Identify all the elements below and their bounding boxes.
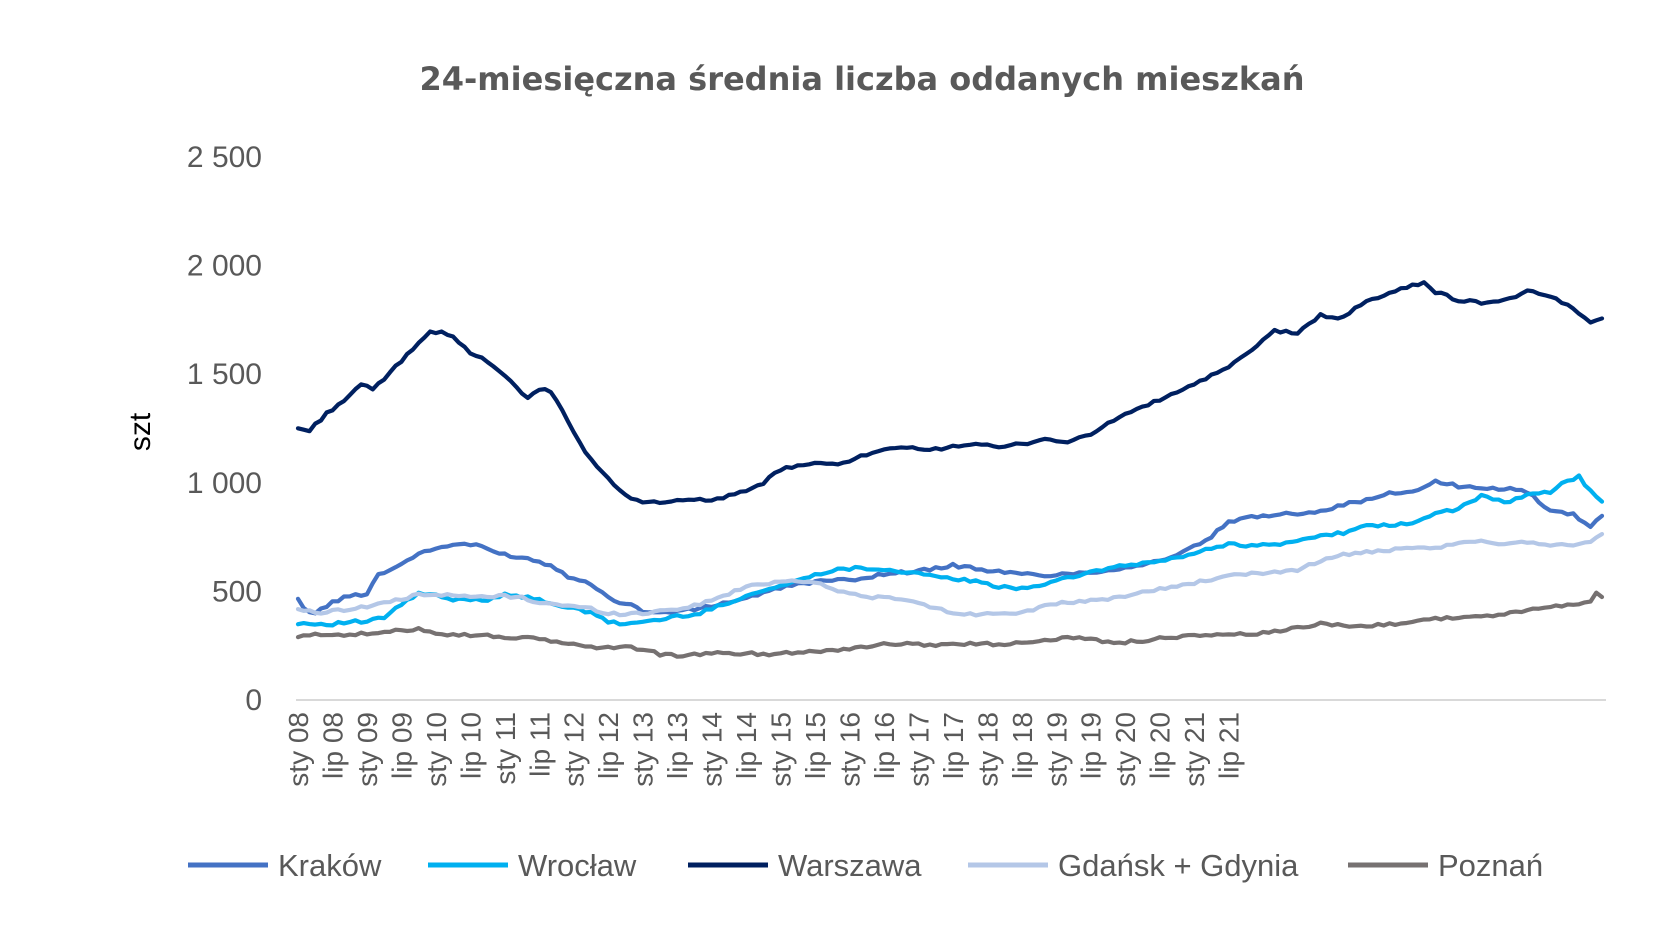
x-tick-label: lip 21 <box>1214 712 1245 779</box>
y-tick-label: 500 <box>212 575 262 608</box>
legend-label: Kraków <box>278 848 382 883</box>
x-tick-label: lip 11 <box>524 712 555 777</box>
x-tick-label: sty 20 <box>1110 712 1141 787</box>
y-axis-label: szt <box>124 412 157 451</box>
x-tick-label: sty 11 <box>490 712 521 785</box>
legend-label: Wrocław <box>518 848 637 883</box>
x-tick-label: sty 21 <box>1179 712 1210 787</box>
y-tick-label: 1 500 <box>187 358 262 391</box>
x-tick-label: sty 16 <box>835 712 866 787</box>
x-tick-label: lip 09 <box>386 712 417 779</box>
y-tick-label: 1 000 <box>187 467 262 500</box>
series-layer <box>295 280 1605 659</box>
x-tick-label: sty 10 <box>421 712 452 787</box>
x-tick-label: lip 13 <box>662 712 693 779</box>
x-tick-label: sty 17 <box>903 712 934 787</box>
x-tick-label: lip 14 <box>731 712 762 779</box>
x-tick-label: sty 19 <box>1041 712 1072 787</box>
legend-label: Poznań <box>1438 848 1543 883</box>
series-line-1 <box>295 478 1605 616</box>
legend-label: Warszawa <box>778 848 922 883</box>
x-axis-ticks: sty 08 lip 08 sty 09 lip 09 sty 10 lip 10 sty … <box>283 712 1245 787</box>
x-tick-label: lip 17 <box>938 712 969 779</box>
x-tick-label: lip 10 <box>455 712 486 779</box>
series-line-4 <box>295 531 1605 618</box>
legend-label: Gdańsk + Gdynia <box>1058 848 1299 883</box>
y-axis-ticks: 0 500 1 000 1 500 2 000 2 500 <box>187 141 262 717</box>
y-tick-label: 2 500 <box>187 141 262 174</box>
x-tick-label: sty 08 <box>283 712 314 787</box>
x-tick-label: lip 19 <box>1076 712 1107 779</box>
series-line-3 <box>295 280 1605 506</box>
y-tick-label: 0 <box>245 684 262 717</box>
x-tick-label: lip 20 <box>1145 712 1176 779</box>
x-tick-label: sty 15 <box>766 712 797 787</box>
x-tick-label: lip 12 <box>593 712 624 779</box>
x-tick-label: sty 14 <box>697 712 728 787</box>
x-tick-label: lip 16 <box>869 712 900 779</box>
x-tick-label: sty 09 <box>352 712 383 787</box>
x-tick-label: sty 13 <box>628 712 659 787</box>
x-tick-label: lip 18 <box>1007 712 1038 779</box>
legend: Kraków Wrocław Warszawa Gdańsk + Gdynia Pozn… <box>188 848 1543 883</box>
series-line-5 <box>295 590 1605 659</box>
x-tick-label: lip 08 <box>318 712 349 779</box>
x-tick-label: lip 15 <box>800 712 831 779</box>
x-tick-label: sty 12 <box>559 712 590 787</box>
y-tick-label: 2 000 <box>187 250 262 283</box>
chart-title: 24-miesięczna średnia liczba oddanych mi… <box>419 60 1304 98</box>
x-tick-label: sty 18 <box>972 712 1003 787</box>
